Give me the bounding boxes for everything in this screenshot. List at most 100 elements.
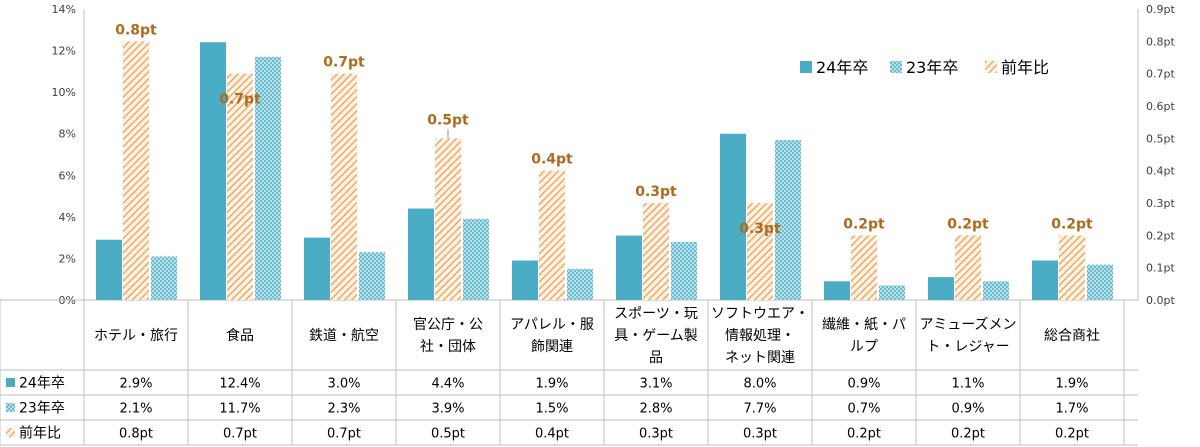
data-label: 0.3pt (635, 184, 677, 200)
table-cell: 1.1% (951, 377, 984, 392)
bar (331, 73, 357, 301)
y-left-tick-label: 6% (59, 169, 76, 182)
bar (359, 252, 385, 300)
legend-label: 23年卒 (906, 58, 958, 77)
table-cell: 3.1% (639, 377, 672, 392)
table-cell: 0.7pt (223, 427, 257, 442)
bar (123, 41, 149, 300)
table-cell: 7.7% (743, 402, 776, 417)
bar (851, 235, 877, 300)
category-label: ルプ (850, 339, 878, 355)
bar (539, 170, 565, 300)
bar (567, 268, 593, 300)
legend-swatch (985, 61, 997, 73)
table-cell: 2.8% (639, 402, 672, 417)
y-left-tick-label: 10% (52, 86, 76, 99)
legend-swatch (800, 61, 812, 73)
bar (408, 208, 434, 300)
data-label: 0.2pt (843, 216, 885, 232)
bar (512, 260, 538, 300)
y-left-tick-label: 8% (59, 128, 76, 141)
y-right-tick-label: 0.9pt (1146, 3, 1175, 16)
category-label: アミューズメン (919, 317, 1016, 333)
category-label: スポーツ・玩 (614, 306, 698, 322)
y-right-tick-label: 0.4pt (1146, 165, 1175, 178)
table-cell: 11.7% (219, 402, 260, 417)
table-cell: 0.2pt (1055, 427, 1089, 442)
table-cell: 0.3pt (639, 427, 673, 442)
y-right-tick-label: 0.7pt (1146, 68, 1175, 81)
bar (1059, 235, 1085, 300)
bar (879, 285, 905, 300)
table-cell: 8.0% (743, 377, 776, 392)
category-label: 情報処理・ (725, 328, 795, 344)
bar (463, 218, 489, 300)
category-label: 官公庁・公 (413, 317, 483, 333)
bar (720, 133, 746, 300)
data-label: 0.3pt (739, 221, 781, 237)
bar (955, 235, 981, 300)
table-cell: 3.9% (431, 402, 464, 417)
table-legend-key (6, 403, 15, 412)
table-cell: 1.5% (535, 402, 568, 417)
category-label: 食品 (226, 327, 254, 344)
data-label: 0.2pt (947, 216, 989, 232)
legend: 24年卒 23年卒 前年比 (800, 58, 1049, 77)
table-cell: 0.3pt (743, 427, 777, 442)
axes-layer: 0%2%4%6%8%10%12%14%0.0pt0.1pt0.2pt0.3pt0… (0, 3, 1175, 307)
bars-layer (96, 41, 1113, 301)
table-cell: 0.4pt (535, 427, 569, 442)
table-row-label: 23年卒 (19, 401, 65, 417)
bar (643, 203, 669, 300)
bar (824, 281, 850, 300)
table-cell: 0.9% (847, 377, 880, 392)
table-cell: 0.8pt (119, 427, 153, 442)
table-cell: 12.4% (219, 377, 260, 392)
category-label: ホテル・旅行 (94, 328, 178, 344)
bar (671, 241, 697, 300)
table-cell: 0.7% (847, 402, 880, 417)
bar (255, 56, 281, 300)
y-right-tick-label: 0.2pt (1146, 229, 1175, 242)
category-label: 繊維・紙・パ (822, 317, 906, 333)
data-label: 0.7pt (323, 55, 365, 71)
table-cell: 0.2pt (951, 427, 985, 442)
table-cell: 2.3% (327, 402, 360, 417)
category-label: ネット関連 (725, 350, 795, 366)
category-label: 具・ゲーム製 (614, 328, 698, 344)
y-right-tick-label: 0.5pt (1146, 132, 1175, 145)
bar (1032, 260, 1058, 300)
legend-swatch (890, 61, 902, 73)
table-cell: 4.4% (431, 377, 464, 392)
y-left-tick-label: 14% (52, 3, 76, 16)
y-right-tick-label: 0.1pt (1146, 262, 1175, 275)
data-label: 0.5pt (427, 112, 469, 128)
bar (227, 73, 253, 301)
bar (747, 203, 773, 300)
category-label: 社・団体 (420, 339, 476, 355)
y-right-tick-label: 0.8pt (1146, 35, 1175, 48)
table-cell: 0.2pt (847, 427, 881, 442)
category-label: 総合商社 (1044, 328, 1100, 344)
table-legend-key (6, 378, 15, 387)
data-labels-layer: 0.8pt 0.7pt 0.7pt 0.5pt 0.4pt 0.3pt 0.3pt 0.2pt… (115, 22, 1093, 237)
table-cell: 2.1% (119, 402, 152, 417)
y-right-tick-label: 0.6pt (1146, 100, 1175, 113)
y-right-tick-label: 0.3pt (1146, 197, 1175, 210)
bar (435, 138, 461, 300)
bar (775, 139, 801, 300)
y-right-tick-label: 0.0pt (1146, 294, 1175, 307)
table-cell: 0.5pt (431, 427, 465, 442)
data-label: 0.7pt (219, 92, 261, 108)
table-cell: 0.7pt (327, 427, 361, 442)
bar (1087, 264, 1113, 300)
bar (96, 239, 122, 300)
bar (200, 42, 226, 300)
table-cell: 1.7% (1055, 402, 1088, 417)
table-cell: 0.9% (951, 402, 984, 417)
table-cell: 1.9% (1055, 377, 1088, 392)
y-left-tick-label: 2% (59, 252, 76, 265)
data-label: 0.2pt (1051, 216, 1093, 232)
